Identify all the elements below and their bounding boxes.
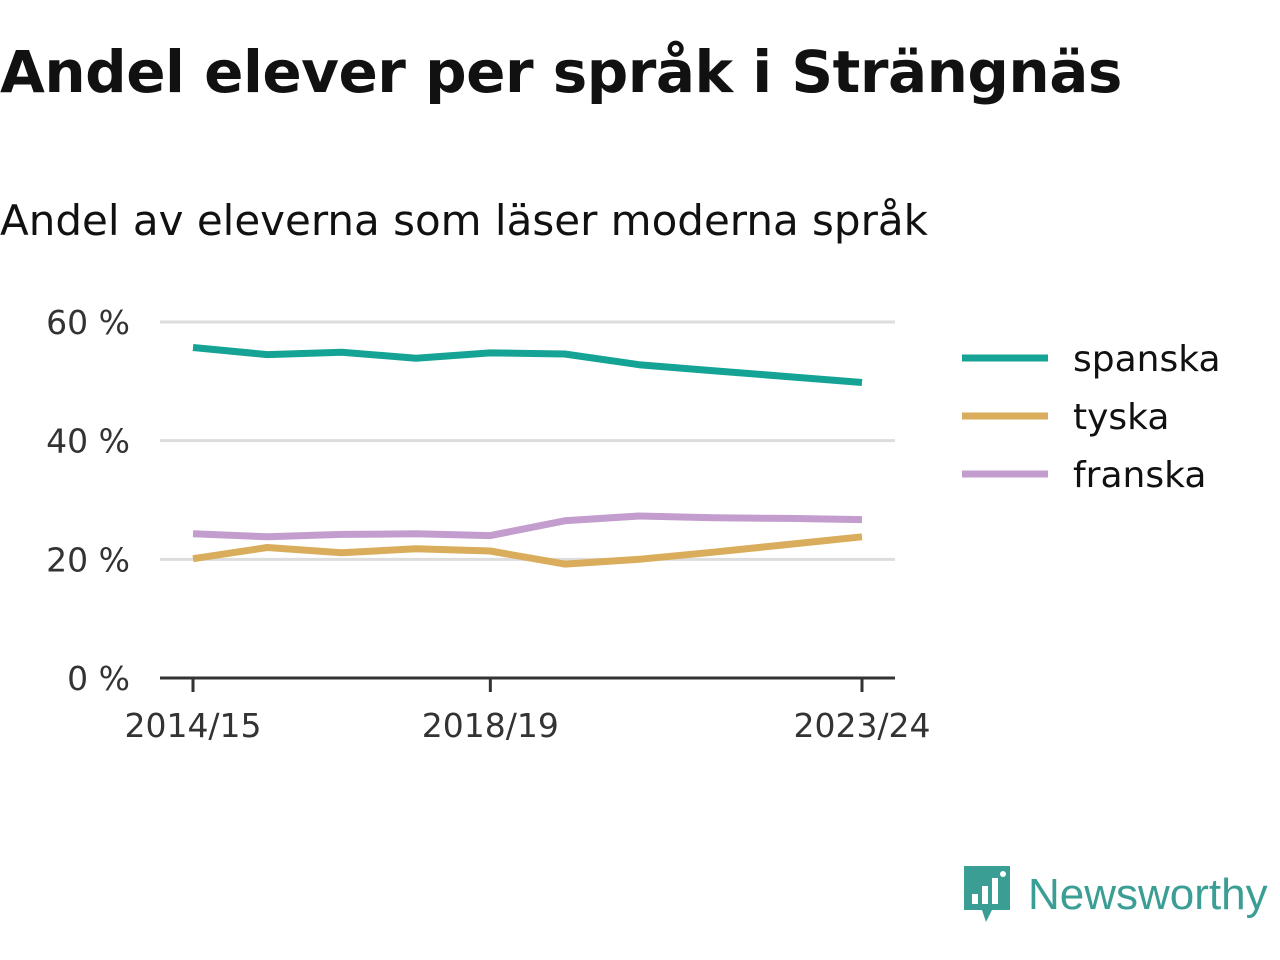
gridlines: 0 % 20 % 40 % 60 % bbox=[46, 303, 895, 698]
series-line-spanska bbox=[192, 344, 863, 386]
y-tick-label: 60 % bbox=[46, 303, 130, 342]
bar-chart-speech-bubble-icon bbox=[964, 866, 1010, 922]
y-tick-label: 0 % bbox=[67, 659, 130, 698]
y-tick-label: 40 % bbox=[46, 422, 130, 461]
brand-name: Newsworthy bbox=[1028, 870, 1268, 919]
x-axis: 2014/15 2018/19 2023/24 bbox=[124, 676, 931, 745]
legend: spanska tyska franska bbox=[962, 339, 1221, 496]
series-line-franska bbox=[192, 512, 863, 541]
series-lines bbox=[192, 344, 863, 568]
legend-label: spanska bbox=[1073, 339, 1221, 380]
series-line-tyska bbox=[192, 533, 863, 568]
legend-label: franska bbox=[1073, 455, 1206, 496]
chart-title: Andel elever per språk i Strängnäs bbox=[0, 38, 1122, 106]
legend-label: tyska bbox=[1073, 397, 1169, 438]
x-tick-label: 2023/24 bbox=[793, 706, 930, 745]
newsworthy-logo: Newsworthy bbox=[962, 860, 1268, 930]
chart-subtitle: Andel av eleverna som läser moderna språ… bbox=[0, 196, 928, 245]
x-tick-label: 2018/19 bbox=[422, 706, 559, 745]
y-tick-label: 20 % bbox=[46, 540, 130, 579]
x-tick-label: 2014/15 bbox=[124, 706, 261, 745]
